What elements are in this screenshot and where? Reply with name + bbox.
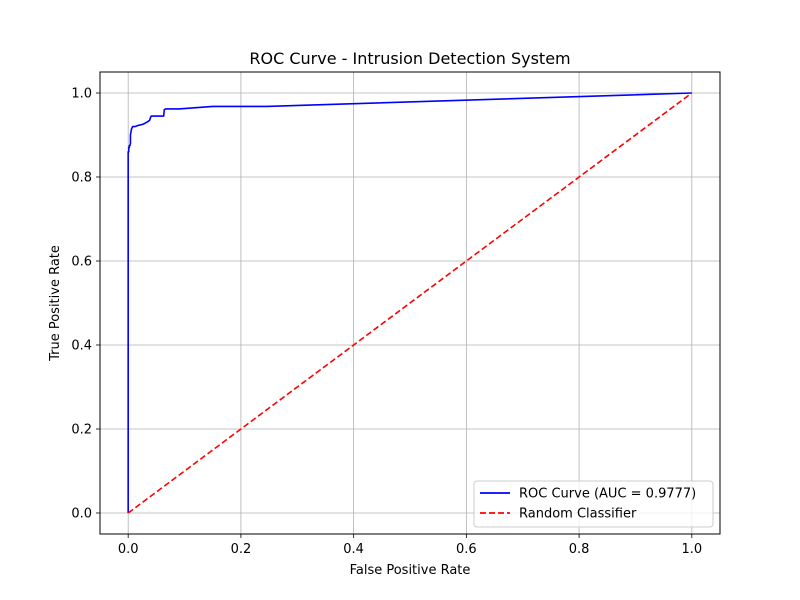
legend-label-roc: ROC Curve (AUC = 0.9777) [519,487,696,502]
legend-box [473,480,714,528]
y-tick-label: 0.8 [71,171,92,186]
y-tick-label: 0.0 [71,507,92,522]
grid [100,72,720,534]
y-tick-label: 0.6 [71,255,92,270]
x-tick-label: 1.0 [681,542,702,557]
x-tick-label: 0.6 [456,542,477,557]
x-axis-label: False Positive Rate [350,563,471,578]
x-tick-label: 0.8 [569,542,590,557]
random-classifier-line [127,92,693,514]
y-tick-label: 0.4 [71,339,92,354]
y-axis-label: True Positive Rate [48,245,63,362]
legend: ROC Curve (AUC = 0.9777) Random Classifi… [473,480,714,528]
ticks: 0.0 0.2 0.4 0.6 0.8 1.0 0.0 0.2 0.4 0.6 0.8 1.0 [71,87,702,558]
y-tick-label: 1.0 [71,87,92,102]
legend-label-random: Random Classifier [519,507,637,522]
axes-frame [99,71,721,535]
y-tick-label: 0.2 [71,423,92,438]
series-layer [127,92,693,514]
chart-title: ROC Curve - Intrusion Detection System [249,49,570,68]
roc-curve-line [127,92,692,513]
x-tick-label: 0.0 [118,542,139,557]
x-tick-label: 0.4 [343,542,364,557]
x-tick-label: 0.2 [231,542,252,557]
